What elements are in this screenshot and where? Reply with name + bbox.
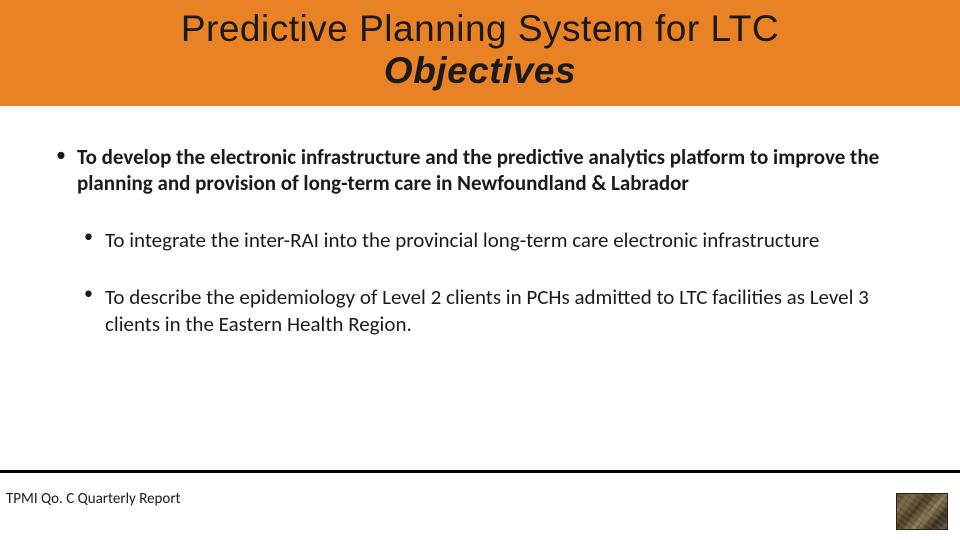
title-line-1: Predictive Planning System for LTC — [0, 8, 960, 50]
logo-badge — [896, 493, 948, 530]
content-area: To develop the electronic infrastructure… — [0, 106, 960, 338]
footer-text: TPMI Qo. C Quarterly Report — [6, 490, 181, 508]
sub-bullet: To integrate the inter-RAI into the prov… — [77, 227, 911, 254]
main-bullet-text: To develop the electronic infrastructure… — [77, 144, 879, 196]
main-bullet: To develop the electronic infrastructure… — [49, 144, 911, 338]
title-band: Predictive Planning System for LTC Objec… — [0, 0, 960, 106]
footer-divider — [0, 470, 960, 473]
sub-bullet: To describe the epidemiology of Level 2 … — [77, 284, 911, 339]
title-line-2: Objectives — [0, 50, 960, 92]
